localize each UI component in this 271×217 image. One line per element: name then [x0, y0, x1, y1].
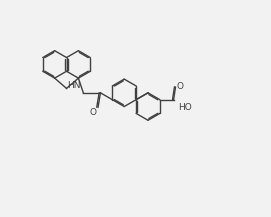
Text: O: O [89, 108, 96, 117]
Text: O: O [176, 82, 183, 91]
Text: HN: HN [67, 81, 80, 90]
Text: HO: HO [179, 103, 192, 112]
